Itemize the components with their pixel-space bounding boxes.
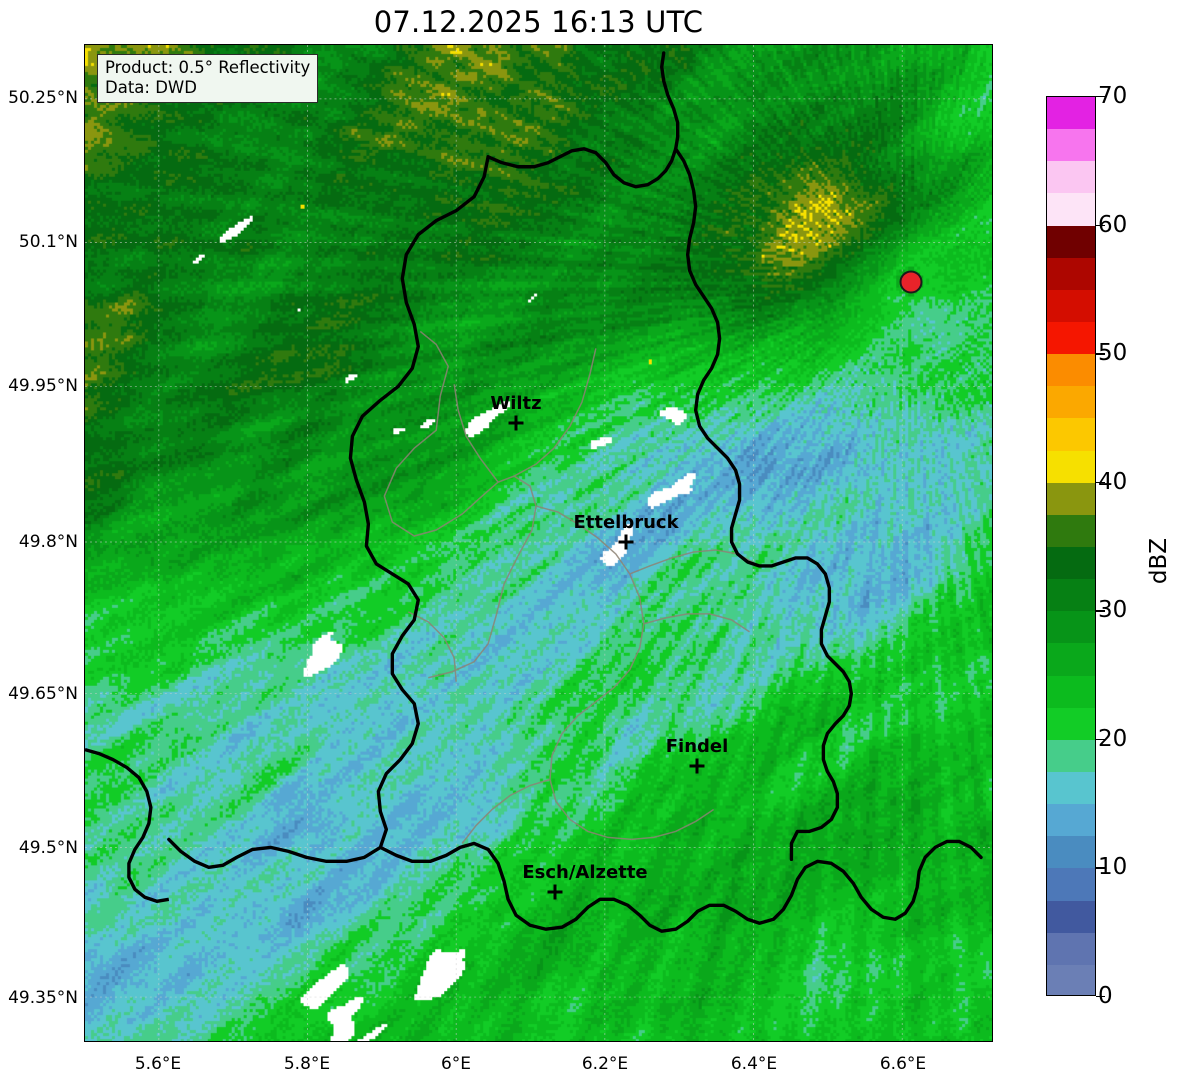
- longitude-tick-label: 6.2°E: [581, 1054, 629, 1074]
- colorbar-band: [1047, 354, 1095, 387]
- dbz-colorbar: [1046, 96, 1096, 996]
- map-vector-overlay: [85, 45, 992, 1041]
- colorbar-band: [1047, 546, 1095, 580]
- colorbar-tick-mark: [1096, 224, 1105, 226]
- colorbar-band: [1047, 836, 1095, 869]
- page-title: 07.12.2025 16:13 UTC: [373, 5, 704, 39]
- longitude-tick-label: 6.4°E: [730, 1054, 778, 1074]
- colorbar-band: [1047, 964, 1095, 995]
- colorbar-band: [1047, 611, 1095, 644]
- longitude-tick-label: 5.8°E: [283, 1054, 331, 1074]
- info-product-line: Product: 0.5° Reflectivity: [105, 58, 311, 77]
- colorbar-band: [1047, 932, 1095, 965]
- colorbar-band: [1047, 900, 1095, 933]
- colorbar-band: [1047, 707, 1095, 740]
- latitude-tick-label: 49.5°N: [18, 838, 78, 858]
- map-gridlines: [85, 45, 992, 1041]
- longitude-tick-label: 5.6°E: [134, 1054, 182, 1074]
- longitude-tick-label: 6°E: [440, 1054, 472, 1074]
- city-cross-icon: [547, 884, 563, 900]
- colorbar-tick-mark: [1096, 353, 1105, 355]
- colorbar-band: [1047, 418, 1095, 451]
- city-label: Findel: [665, 736, 729, 757]
- colorbar-band: [1047, 386, 1095, 419]
- colorbar-tick-label: 0: [1098, 983, 1113, 1009]
- latitude-tick-label: 50.25°N: [8, 88, 78, 108]
- colorbar-tick-label: 60: [1098, 211, 1128, 238]
- colorbar-band: [1047, 97, 1095, 130]
- product-info-box: Product: 0.5° Reflectivity Data: DWD: [97, 54, 319, 103]
- colorbar-band: [1047, 193, 1095, 226]
- info-data-line: Data: DWD: [105, 78, 197, 97]
- country-border-lines: [167, 51, 983, 933]
- colorbar-band: [1047, 868, 1095, 901]
- colorbar-tick-mark: [1096, 738, 1105, 741]
- city-cross-icon: [618, 534, 634, 550]
- latitude-tick-label: 49.65°N: [8, 684, 78, 704]
- latitude-tick-label: 49.8°N: [18, 532, 78, 552]
- latitude-tick-label: 49.95°N: [8, 376, 78, 396]
- city-cross-icon: [689, 758, 705, 774]
- colorbar-band: [1047, 161, 1095, 194]
- internal-boundary-lines: [383, 330, 756, 844]
- colorbar-axis-label: dBZ: [1146, 537, 1173, 585]
- colorbar-band: [1047, 675, 1095, 708]
- city-label: Esch/Alzette: [522, 862, 648, 883]
- colorbar-tick-mark: [1096, 96, 1105, 98]
- colorbar-tick-label: 10: [1098, 854, 1128, 881]
- radar-reflectivity-layer: [85, 45, 992, 1041]
- colorbar-tick-mark: [1096, 996, 1105, 998]
- colorbar-band: [1047, 514, 1095, 547]
- colorbar-tick-mark: [1096, 610, 1105, 612]
- radar-map-axes: Product: 0.5° Reflectivity Data: DWD Wil…: [84, 44, 993, 1042]
- colorbar-band: [1047, 771, 1095, 805]
- colorbar-band: [1047, 257, 1095, 290]
- colorbar-band: [1047, 225, 1095, 258]
- colorbar-tick-label: 20: [1098, 725, 1128, 752]
- latitude-tick-label: 50.1°N: [18, 232, 78, 252]
- colorbar-tick-label: 50: [1098, 340, 1128, 367]
- colorbar-band: [1047, 579, 1095, 612]
- colorbar-tick-label: 70: [1098, 83, 1128, 109]
- colorbar-band: [1047, 450, 1095, 483]
- colorbar-tick-label: 30: [1098, 597, 1128, 624]
- colorbar-tick-label: 40: [1098, 468, 1128, 495]
- colorbar-band: [1047, 643, 1095, 676]
- colorbar-band: [1047, 804, 1095, 837]
- colorbar-band: [1047, 482, 1095, 515]
- colorbar-band: [1047, 289, 1095, 322]
- latitude-tick-label: 49.35°N: [8, 988, 78, 1008]
- colorbar-band: [1047, 321, 1095, 355]
- colorbar-band: [1047, 129, 1095, 162]
- neighbor-border-lines: [85, 747, 170, 903]
- colorbar-tick-mark: [1096, 481, 1105, 484]
- colorbar-tick-mark: [1096, 867, 1105, 869]
- city-label: Ettelbruck: [573, 512, 679, 533]
- colorbar-band: [1047, 739, 1095, 772]
- city-label: Wiltz: [490, 393, 542, 414]
- radar-station-marker: [899, 270, 923, 294]
- city-cross-icon: [508, 415, 524, 431]
- longitude-tick-label: 6.6°E: [879, 1054, 927, 1074]
